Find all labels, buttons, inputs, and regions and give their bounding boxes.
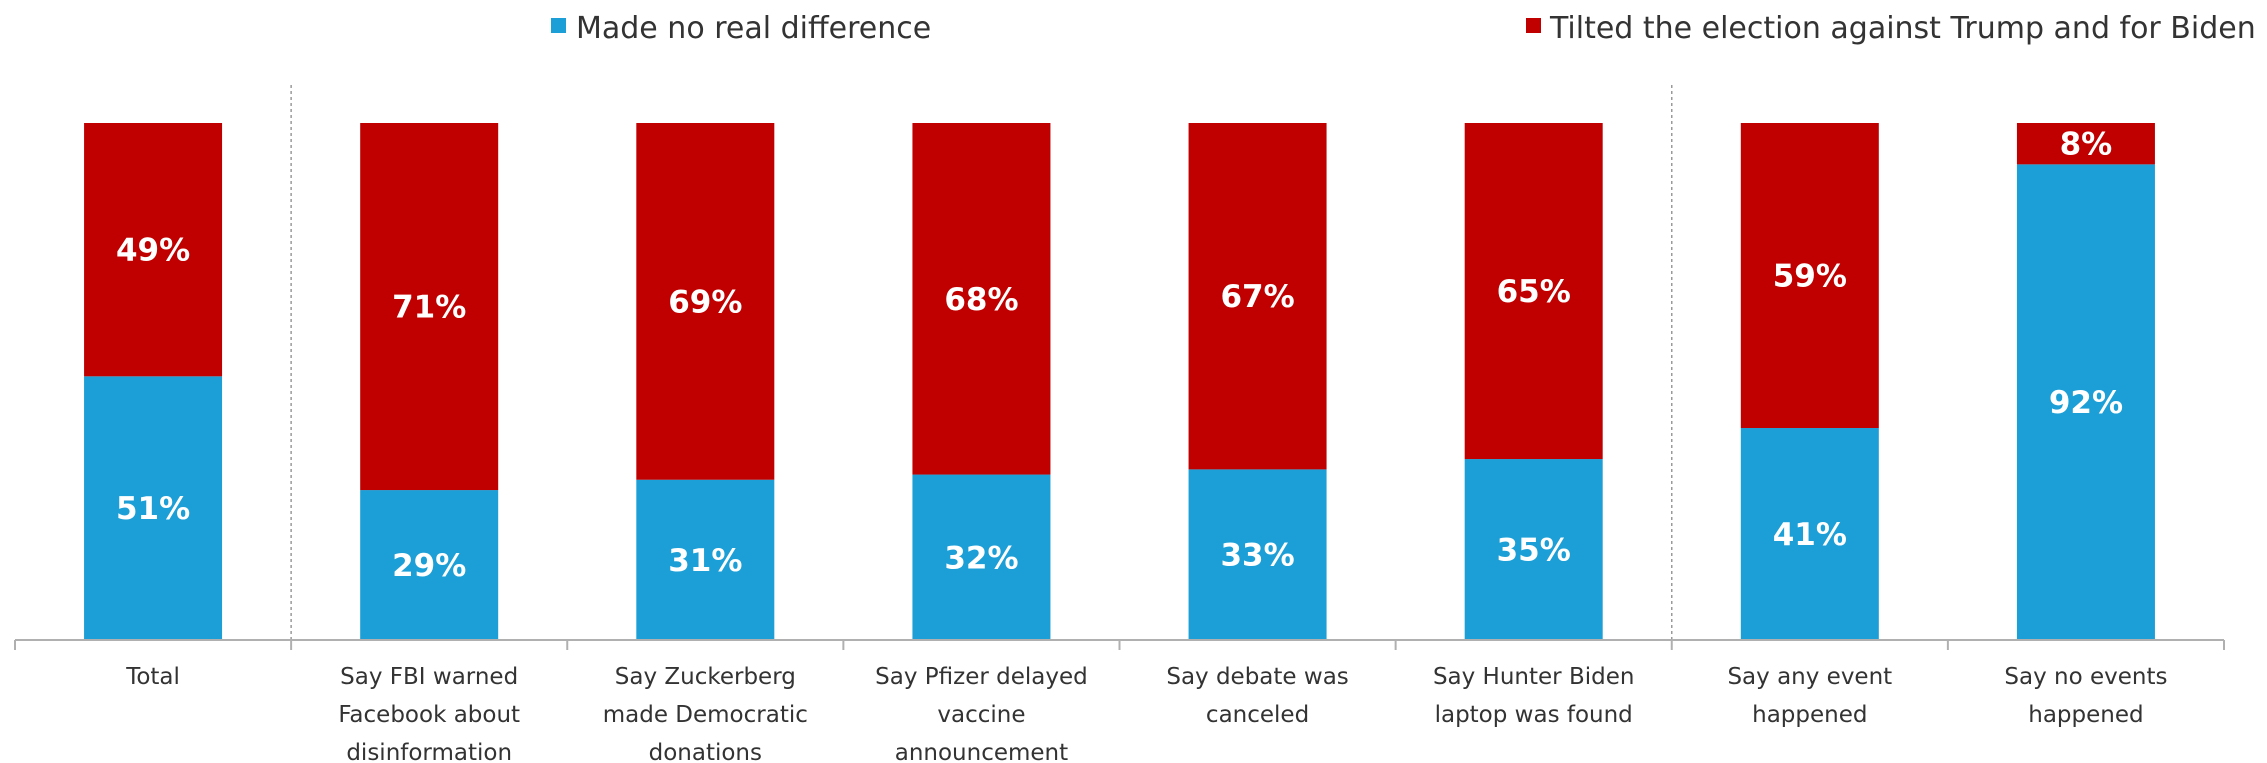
- bar-segment-no-difference: [636, 479, 775, 640]
- category-label-line: Say Zuckerberg: [615, 664, 796, 690]
- data-label: 51%: [116, 491, 190, 527]
- data-label: 32%: [944, 540, 1018, 576]
- category-label-line: Say any event: [1727, 664, 1892, 690]
- bar-segment-no-difference: [1740, 428, 1879, 640]
- bar-segment-tilted: [1740, 123, 1879, 429]
- bar-segment-tilted: [1464, 123, 1603, 460]
- category-label-line: made Democratic: [603, 702, 808, 728]
- category-label-line: canceled: [1206, 702, 1309, 728]
- category-label-line: Total: [125, 664, 180, 690]
- data-label: 31%: [668, 543, 742, 579]
- category-label-line: Say debate was: [1166, 664, 1348, 690]
- category-label-line: Say FBI warned: [340, 664, 518, 690]
- bar-segment-tilted: [84, 123, 223, 377]
- bar-segment-no-difference: [84, 376, 223, 640]
- bar-segment-tilted: [636, 123, 775, 480]
- category-label-line: happened: [1752, 702, 1867, 728]
- category-label: Total: [125, 664, 180, 690]
- data-label: 33%: [1220, 538, 1294, 574]
- data-label: 49%: [116, 233, 190, 269]
- data-label: 29%: [392, 548, 466, 584]
- category-label: Say any event happened: [1727, 664, 1892, 728]
- data-label: 8%: [2060, 127, 2113, 163]
- legend-label: Made no real difference: [576, 11, 931, 46]
- data-label: 68%: [944, 282, 1018, 318]
- category-label-line: announcement: [895, 740, 1068, 763]
- legend-swatch: [1526, 18, 1541, 33]
- category-label: Say FBI warned Facebook about disinformati…: [338, 664, 520, 763]
- category-label: Say Pfizer delayed vaccine announcement: [875, 664, 1088, 763]
- data-label: 59%: [1773, 259, 1847, 295]
- data-label: 92%: [2049, 385, 2123, 421]
- category-label-line: vaccine: [937, 702, 1025, 728]
- bar-segment-no-difference: [360, 490, 499, 640]
- bar-segment-no-difference: [1464, 459, 1603, 640]
- category-label-line: donations: [649, 740, 762, 763]
- category-label: Say no events happened: [2004, 664, 2167, 728]
- category-label-line: Say Hunter Biden: [1433, 664, 1635, 690]
- bar-segment-tilted: [1188, 123, 1327, 470]
- category-label: Say Zuckerberg made Democratic donations: [603, 664, 808, 763]
- bar-segment-no-difference: [912, 474, 1051, 640]
- data-label: 67%: [1220, 279, 1294, 315]
- category-label-line: Facebook about: [338, 702, 520, 728]
- data-label: 41%: [1773, 517, 1847, 553]
- category-label-line: happened: [2028, 702, 2143, 728]
- category-label-line: Say Pfizer delayed: [875, 664, 1088, 690]
- category-label-line: Say no events: [2004, 664, 2167, 690]
- bar-segment-no-difference: [2016, 164, 2155, 641]
- category-label-line: disinformation: [346, 740, 512, 763]
- bar-segment-tilted: [912, 123, 1051, 475]
- category-label: Say Hunter Biden laptop was found: [1433, 664, 1635, 728]
- data-label: 71%: [392, 290, 466, 326]
- legend: Made no real difference Tilted the electi…: [551, 11, 2256, 46]
- category-label: Say debate was canceled: [1166, 664, 1348, 728]
- legend-label: Tilted the election against Trump and fo…: [1549, 11, 2256, 46]
- bar-segment-no-difference: [1188, 469, 1327, 640]
- bar-segment-tilted: [360, 123, 499, 491]
- category-label-line: laptop was found: [1435, 702, 1633, 728]
- legend-swatch: [551, 18, 566, 33]
- data-label: 65%: [1497, 274, 1571, 310]
- data-label: 69%: [668, 284, 742, 320]
- data-label: 35%: [1497, 533, 1571, 569]
- bar-segment-tilted: [2016, 123, 2155, 165]
